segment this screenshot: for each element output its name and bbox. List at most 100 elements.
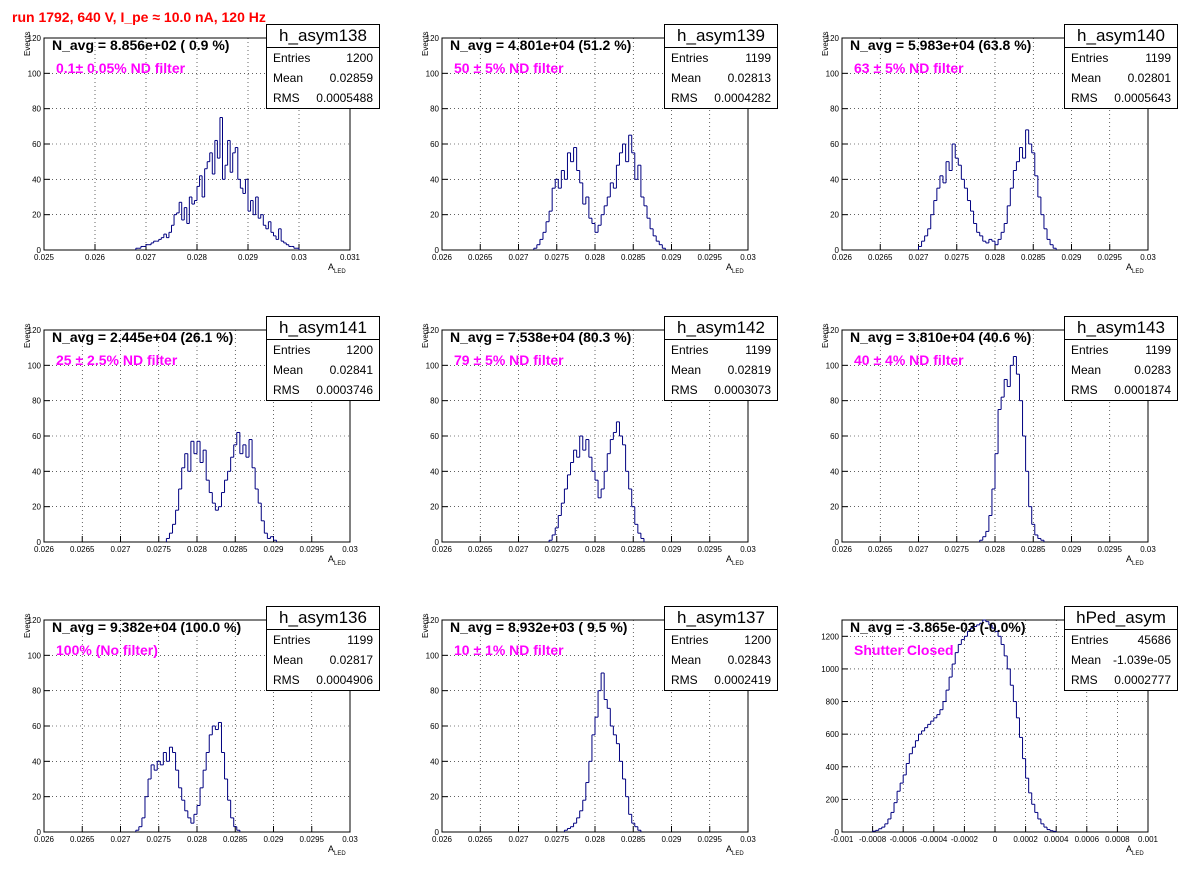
x-tick-label: 0.027 xyxy=(110,545,131,554)
filter-label: 63 ± 5% ND filter xyxy=(854,60,964,76)
navg-label: N_avg = 2.445e+04 (26.1 %) xyxy=(52,329,234,345)
navg-label: N_avg = 4.801e+04 (51.2 %) xyxy=(450,37,632,53)
stats-mean-value: 0.0283 xyxy=(1134,363,1171,377)
x-axis-label: ALED xyxy=(1126,844,1144,857)
navg-label: N_avg = -3.865e-03 (-0.0%) xyxy=(850,619,1026,635)
navg-label: N_avg = 5.983e+04 (63.8 %) xyxy=(850,37,1032,53)
stats-entries-row: Entries 1200 xyxy=(267,340,379,360)
histogram-name: h_asym137 xyxy=(665,607,777,630)
stats-mean-label: Mean xyxy=(273,71,304,85)
x-tick-label: 0.027 xyxy=(508,835,529,844)
x-tick-label: 0.0295 xyxy=(698,545,723,554)
stats-rms-value: 0.0003073 xyxy=(714,383,771,397)
y-tick-label: 100 xyxy=(28,651,42,660)
x-axis-label-subscript: LED xyxy=(732,268,744,275)
histogram-name: h_asym138 xyxy=(267,25,379,48)
y-tick-label: 0 xyxy=(435,538,440,547)
x-axis-label: ALED xyxy=(726,844,744,857)
stats-rms-row: RMS 0.0003073 xyxy=(665,380,777,400)
x-tick-label: -0.0006 xyxy=(890,835,918,844)
stats-mean-label: Mean xyxy=(671,363,702,377)
x-tick-label: 0.028 xyxy=(585,545,606,554)
x-tick-label: 0.029 xyxy=(238,253,259,262)
histogram-panel: 0.026 0.0265 0.027 0.0275 0.028 0.0285 0.029 0.… xyxy=(798,312,1188,602)
x-tick-label: 0.028 xyxy=(187,545,208,554)
x-tick-label: 0.03 xyxy=(291,253,307,262)
stats-rms-row: RMS 0.0004906 xyxy=(267,670,379,690)
y-tick-label: 100 xyxy=(826,69,840,78)
x-tick-label: 0.03 xyxy=(740,253,756,262)
x-axis-label-main: A xyxy=(1126,262,1133,272)
stats-rms-value: 0.0002777 xyxy=(1114,673,1171,687)
x-axis-label-subscript: LED xyxy=(334,560,346,567)
x-axis-label: ALED xyxy=(1126,262,1144,275)
stats-box: h_asym141 Entries 1200 Mean 0.02841 RMS 0.0003… xyxy=(266,316,380,401)
stats-entries-value: 1200 xyxy=(346,51,373,65)
stats-entries-label: Entries xyxy=(1071,343,1109,357)
histogram-panel: 0.026 0.0265 0.027 0.0275 0.028 0.0285 0.029 0.… xyxy=(0,602,390,892)
filter-label: 79 ± 5% ND filter xyxy=(454,352,564,368)
stats-mean-label: Mean xyxy=(1071,363,1102,377)
y-tick-label: 0 xyxy=(835,538,840,547)
x-tick-label: 0.027 xyxy=(908,545,929,554)
y-tick-label: 120 xyxy=(426,34,440,43)
x-tick-label: 0.026 xyxy=(432,835,453,844)
x-axis-label-main: A xyxy=(328,262,335,272)
x-tick-label: 0.027 xyxy=(508,253,529,262)
histogram-plot: 0.026 0.0265 0.027 0.0275 0.028 0.0285 0.029 0.… xyxy=(826,326,1157,554)
y-tick-label: 20 xyxy=(430,793,439,802)
x-tick-label: -0.0004 xyxy=(920,835,948,844)
x-tick-label: 0.001 xyxy=(1138,835,1159,844)
x-tick-label: 0.025 xyxy=(34,253,55,262)
histogram-panel: 0.026 0.0265 0.027 0.0275 0.028 0.0285 0.029 0.… xyxy=(398,602,788,892)
stats-box: h_asym137 Entries 1200 Mean 0.02843 RMS 0.0002… xyxy=(664,606,778,691)
stats-rms-label: RMS xyxy=(671,383,698,397)
stats-mean-value: 0.02859 xyxy=(329,71,373,85)
y-axis-label: Events xyxy=(23,31,32,56)
x-tick-label: 0 xyxy=(993,835,998,844)
y-tick-label: 400 xyxy=(826,763,840,772)
y-tick-label: 20 xyxy=(32,211,41,220)
filter-label: 40 ± 4% ND filter xyxy=(854,352,964,368)
stats-rms-label: RMS xyxy=(273,673,300,687)
stats-mean-value: 0.02819 xyxy=(727,363,771,377)
x-axis-label-subscript: LED xyxy=(334,850,346,857)
x-tick-label: 0.0275 xyxy=(147,545,172,554)
y-axis-label: Events xyxy=(421,31,430,56)
stats-entries-label: Entries xyxy=(273,343,311,357)
navg-label: N_avg = 3.810e+04 (40.6 %) xyxy=(850,329,1032,345)
stats-mean-row: Mean 0.02859 xyxy=(267,68,379,88)
stats-mean-row: Mean 0.02841 xyxy=(267,360,379,380)
stats-mean-value: 0.02841 xyxy=(329,363,373,377)
x-axis-label-subscript: LED xyxy=(1132,560,1144,567)
y-tick-label: 120 xyxy=(28,616,42,625)
stats-entries-label: Entries xyxy=(671,51,709,65)
x-tick-label: 0.0275 xyxy=(147,835,172,844)
stats-box: h_asym143 Entries 1199 Mean 0.0283 RMS 0.00018… xyxy=(1064,316,1178,401)
y-tick-label: 40 xyxy=(430,757,439,766)
y-tick-label: 80 xyxy=(830,397,839,406)
stats-rms-value: 0.0004282 xyxy=(714,91,771,105)
stats-mean-value: -1.039e-05 xyxy=(1112,653,1171,667)
y-axis-label: Events xyxy=(821,323,830,348)
stats-rms-label: RMS xyxy=(1071,91,1098,105)
x-tick-label: 0.0285 xyxy=(223,835,248,844)
y-tick-label: 1000 xyxy=(821,665,839,674)
stats-rms-row: RMS 0.0002777 xyxy=(1065,670,1177,690)
histogram-name: h_asym141 xyxy=(267,317,379,340)
stats-rms-row: RMS 0.0001874 xyxy=(1065,380,1177,400)
stats-rms-value: 0.0005488 xyxy=(316,91,373,105)
x-tick-label: 0.0285 xyxy=(621,545,646,554)
x-axis-label-subscript: LED xyxy=(732,560,744,567)
x-tick-label: 0.026 xyxy=(832,253,853,262)
filter-label: 10 ± 1% ND filter xyxy=(454,642,564,658)
y-tick-label: 0 xyxy=(37,246,42,255)
filter-label: 0.1± 0.05% ND filter xyxy=(56,60,186,76)
x-tick-label: 0.029 xyxy=(263,835,284,844)
x-tick-label: 0.027 xyxy=(508,545,529,554)
stats-entries-row: Entries 1199 xyxy=(665,48,777,68)
y-axis-label: Events xyxy=(23,323,32,348)
y-tick-label: 20 xyxy=(830,503,839,512)
x-tick-label: 0.029 xyxy=(661,545,682,554)
x-axis-label-main: A xyxy=(726,262,733,272)
